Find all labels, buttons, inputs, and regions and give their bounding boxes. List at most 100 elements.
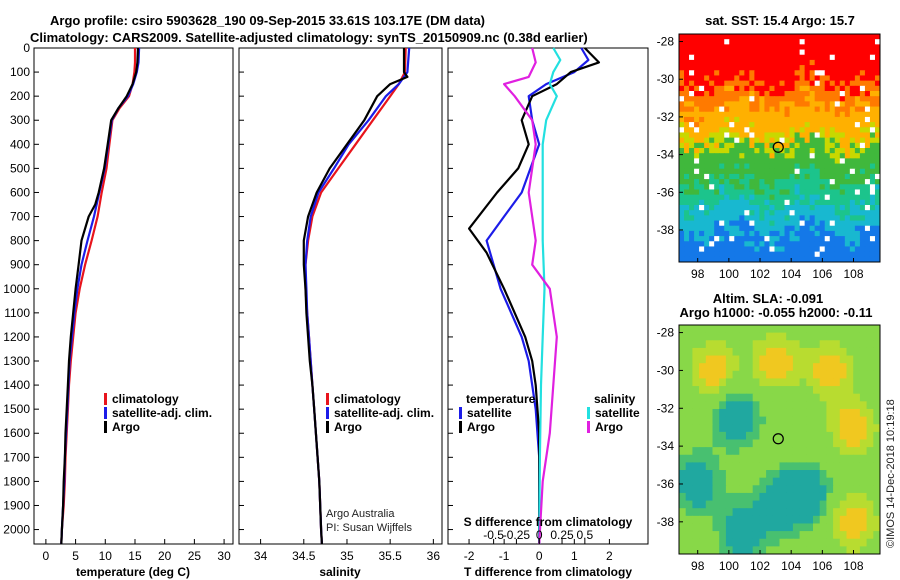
series-line-t-argo [468, 47, 601, 544]
map-cell [839, 370, 847, 379]
map-cell [814, 132, 821, 139]
map-cell [725, 386, 734, 395]
map-cell [786, 546, 794, 555]
map-cell [714, 236, 720, 242]
map-cell [779, 236, 786, 242]
map-cell [719, 194, 725, 201]
map-cell [694, 80, 700, 87]
map-cell [854, 122, 861, 128]
map-cell [699, 508, 707, 517]
map-cell [839, 236, 846, 242]
map-cell [709, 230, 715, 237]
map-cell [784, 142, 791, 149]
map-cell [849, 39, 856, 45]
difference-series-lines [468, 47, 601, 545]
map-cell [759, 454, 767, 463]
map-cell [744, 96, 750, 102]
map-cell [814, 101, 821, 108]
map-cell [699, 132, 705, 139]
map-cell [714, 173, 720, 180]
map-cell [685, 386, 693, 395]
map-cell [839, 477, 847, 486]
map-cell [772, 393, 780, 402]
map-cell [839, 251, 846, 258]
map-cell [846, 485, 854, 494]
map-cell [769, 205, 775, 211]
map-cell [754, 39, 760, 45]
map-cell [864, 236, 871, 242]
map-cell [732, 347, 740, 357]
map-cell [749, 241, 755, 247]
map-cell [759, 546, 767, 555]
map-cell [729, 189, 735, 196]
map-cell [704, 65, 710, 71]
map-cell [689, 246, 695, 253]
map-cell [679, 340, 687, 349]
map-cell [724, 241, 730, 247]
map-cell [679, 332, 687, 341]
map-cell [804, 116, 811, 123]
map-cell [864, 194, 871, 201]
map-cell [779, 137, 786, 144]
map-cell [824, 225, 831, 232]
map-cell [833, 508, 841, 517]
map-cell [705, 470, 713, 479]
map-cell [859, 515, 868, 524]
map-cell [824, 34, 831, 40]
map-cell [734, 106, 740, 113]
map-cell [869, 39, 876, 45]
map-cell [746, 332, 754, 341]
legend-swatch-climatology [104, 393, 107, 405]
map-cell [814, 75, 821, 82]
map-cell [813, 477, 821, 486]
map-cell [874, 80, 881, 87]
map-cell [834, 39, 841, 45]
map-cell [734, 44, 740, 51]
map-cell [685, 454, 693, 463]
map-cell [724, 44, 730, 51]
map-cell [806, 408, 814, 418]
map-cell [819, 470, 827, 479]
map-cell [739, 122, 745, 128]
map-cell [779, 75, 786, 82]
map-cell [746, 462, 754, 471]
map-cell [694, 179, 700, 185]
map-cell [679, 153, 685, 159]
map-cell [712, 363, 720, 372]
map-cell [739, 59, 745, 66]
map-cell [839, 70, 846, 76]
map-cell [859, 127, 866, 133]
map-cell [859, 59, 866, 66]
map-cell [744, 230, 750, 237]
map-cell [739, 91, 745, 97]
map-cell [759, 122, 765, 128]
map-cell [719, 454, 727, 463]
legend-label-s-argo: Argo [595, 420, 623, 434]
map-cell [799, 531, 807, 540]
map-cell [853, 393, 861, 402]
map-cell [744, 49, 750, 56]
map-cell [734, 158, 740, 165]
map-cell [854, 127, 861, 133]
map-cell [732, 340, 740, 349]
map-cell [814, 54, 821, 61]
map-cell [844, 168, 851, 175]
map-cell [759, 168, 765, 175]
map-cell [786, 386, 794, 395]
map-cell [734, 210, 740, 216]
map-cell [799, 241, 806, 247]
map-cell [759, 347, 767, 357]
map-cell [764, 158, 770, 165]
map-cell [685, 447, 693, 456]
map-cell [794, 75, 801, 82]
map-cell [784, 34, 791, 40]
map-cell [859, 44, 866, 51]
map-cell [709, 132, 715, 139]
map-cell [774, 189, 781, 196]
map-cell [769, 184, 775, 190]
map-cell [764, 142, 770, 149]
map-cell [679, 363, 687, 372]
map-cell [746, 515, 754, 524]
map-cell [729, 34, 735, 40]
map-cell [719, 106, 725, 113]
